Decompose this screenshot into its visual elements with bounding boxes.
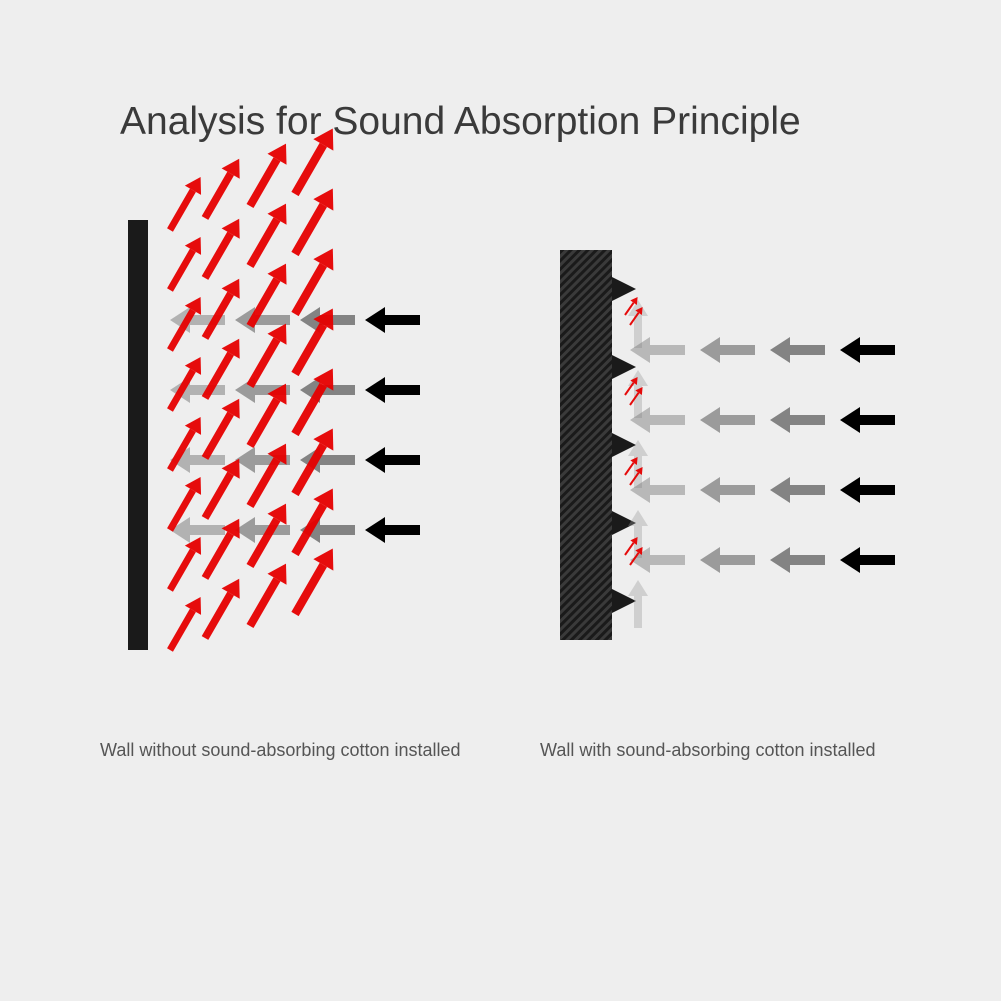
left-caption: Wall without sound-absorbing cotton inst… xyxy=(100,740,461,761)
right-caption: Wall with sound-absorbing cotton install… xyxy=(540,740,876,761)
right-diagram xyxy=(0,0,1001,1001)
